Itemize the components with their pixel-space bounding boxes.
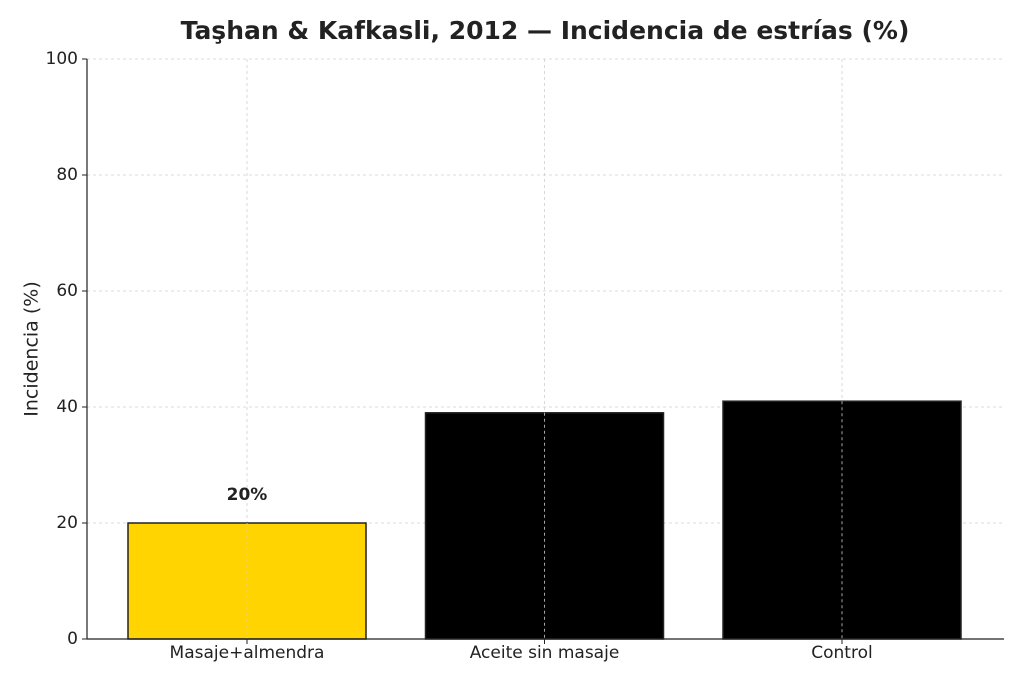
bar bbox=[722, 400, 962, 640]
y-tick-label: 100 bbox=[46, 49, 78, 69]
x-tick-label: Masaje+almendra bbox=[170, 643, 325, 663]
y-tick-label: 80 bbox=[56, 165, 78, 185]
chart-title: Taşhan & Kafkasli, 2012 — Incidencia de … bbox=[181, 16, 910, 45]
y-tick-label: 20 bbox=[56, 513, 78, 533]
x-tick-label: Control bbox=[811, 643, 872, 663]
y-tick-label: 60 bbox=[56, 281, 78, 301]
value-label: 20% bbox=[227, 485, 268, 505]
y-tick-label: 0 bbox=[67, 629, 78, 649]
y-tick-label: 40 bbox=[56, 397, 78, 417]
x-tick-label: Aceite sin masaje bbox=[470, 643, 620, 663]
y-axis-label: Incidencia (%) bbox=[21, 281, 43, 416]
